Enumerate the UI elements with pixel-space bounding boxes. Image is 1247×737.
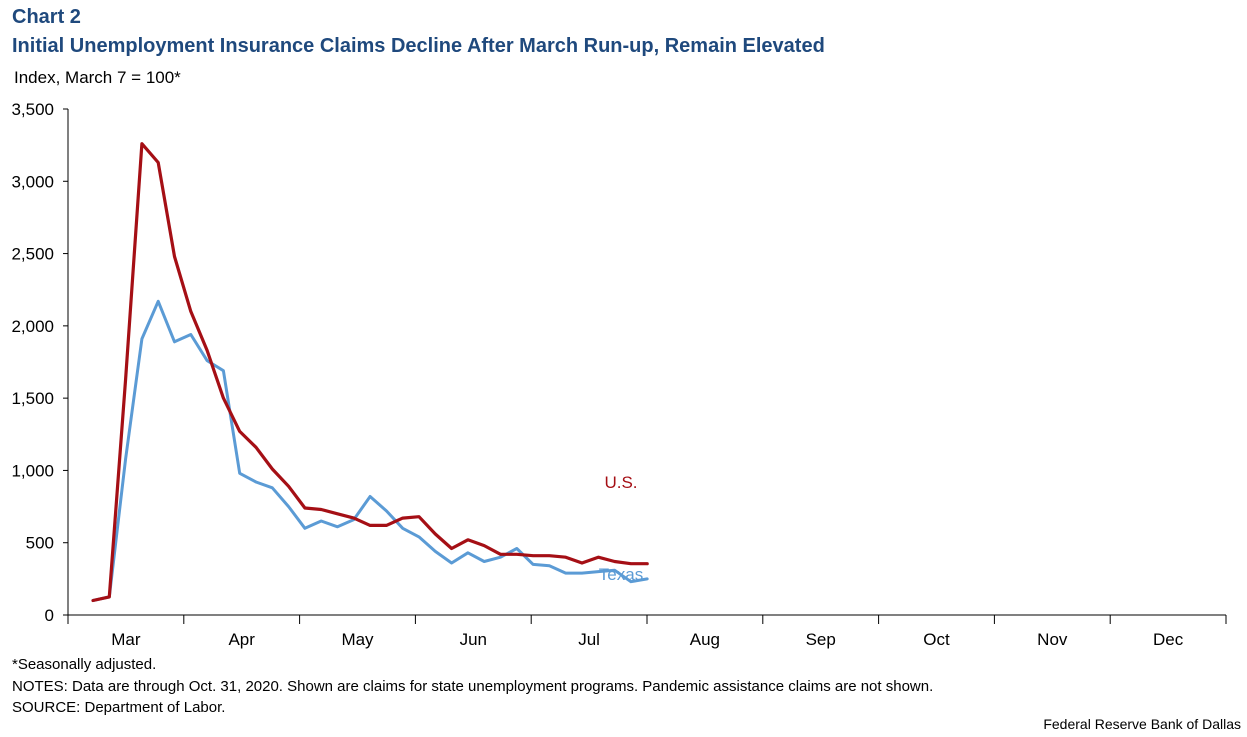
x-tick-label: Apr — [228, 630, 255, 649]
publisher-credit: Federal Reserve Bank of Dallas — [1043, 716, 1241, 732]
x-tick-label: Jun — [460, 630, 487, 649]
x-axis-ticks: Mar Apr May Jun Jul Aug Sep Oct Nov Dec — [67, 615, 1227, 649]
y-tick-label: 500 — [26, 534, 54, 553]
chart-title: Initial Unemployment Insurance Claims De… — [12, 35, 825, 57]
seasonal-adjustment-note: *Seasonally adjusted. — [12, 656, 157, 673]
series-line-us — [91, 142, 649, 603]
source-text: SOURCE: Department of Labor. — [12, 699, 226, 716]
x-tick-label: Jul — [578, 630, 600, 649]
x-tick-label: Mar — [111, 630, 141, 649]
y-tick-label: 2,500 — [11, 245, 54, 264]
chart-series-labels: U.S. Texas — [599, 473, 643, 584]
series-line-texas — [91, 299, 649, 602]
y-tick-label: 3,000 — [11, 172, 54, 191]
x-tick-label: Dec — [1153, 630, 1184, 649]
series-label-us: U.S. — [604, 473, 637, 492]
x-tick-label: May — [341, 630, 374, 649]
x-tick-label: Sep — [806, 630, 836, 649]
chart-series-lines — [91, 142, 649, 603]
y-tick-label: 3,500 — [11, 100, 54, 119]
y-tick-label: 0 — [45, 606, 54, 625]
y-tick-label: 2,000 — [11, 317, 54, 336]
x-tick-label: Oct — [923, 630, 950, 649]
y-tick-label: 1,000 — [11, 461, 54, 480]
y-tick-label: 1,500 — [11, 389, 54, 408]
chart-axes — [67, 109, 1226, 616]
chart-number: Chart 2 — [12, 6, 81, 28]
y-axis-ticks: 0 500 1,000 1,500 2,000 2,500 3,000 3,500 — [11, 100, 68, 625]
notes-text: NOTES: Data are through Oct. 31, 2020. S… — [12, 678, 934, 695]
y-axis-unit-label: Index, March 7 = 100* — [14, 68, 181, 87]
series-label-texas: Texas — [599, 565, 643, 584]
x-tick-label: Nov — [1037, 630, 1068, 649]
x-tick-label: Aug — [690, 630, 720, 649]
